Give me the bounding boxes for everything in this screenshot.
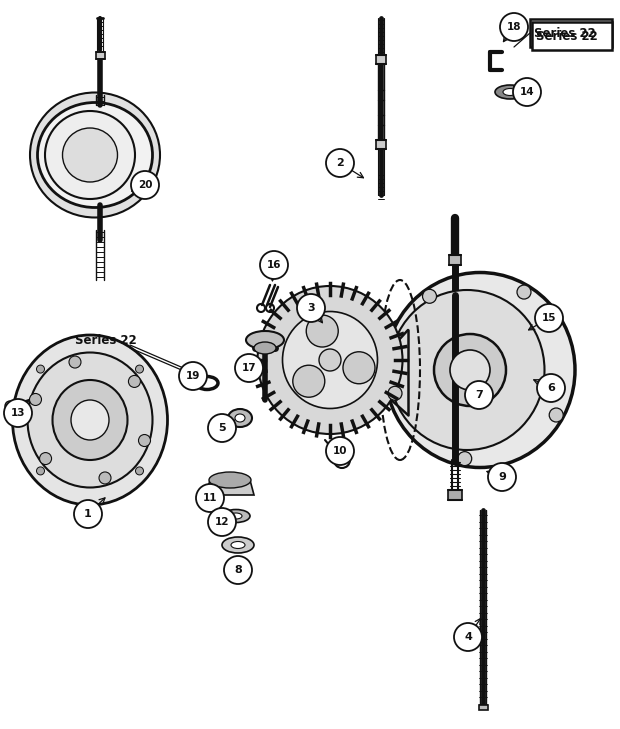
Text: 19: 19: [186, 371, 200, 381]
Ellipse shape: [293, 365, 325, 397]
Text: 20: 20: [138, 180, 153, 190]
Text: 8: 8: [234, 565, 242, 575]
Circle shape: [37, 467, 45, 475]
Bar: [96, 52, 105, 59]
Text: 13: 13: [11, 408, 25, 418]
Circle shape: [549, 408, 563, 422]
Circle shape: [537, 374, 565, 402]
Ellipse shape: [12, 335, 167, 505]
Ellipse shape: [222, 510, 250, 523]
Circle shape: [260, 251, 288, 279]
Ellipse shape: [503, 88, 517, 95]
Text: 15: 15: [542, 313, 556, 323]
Circle shape: [30, 394, 42, 405]
Ellipse shape: [230, 513, 242, 519]
Circle shape: [454, 623, 482, 651]
Circle shape: [5, 401, 15, 411]
Ellipse shape: [306, 315, 339, 347]
Ellipse shape: [209, 472, 251, 488]
Text: Series 22: Series 22: [75, 333, 137, 346]
Ellipse shape: [495, 85, 525, 99]
Circle shape: [208, 508, 236, 536]
Circle shape: [517, 285, 531, 299]
Polygon shape: [206, 480, 254, 495]
Text: 14: 14: [520, 87, 534, 97]
Circle shape: [535, 304, 563, 332]
Circle shape: [235, 354, 263, 382]
Circle shape: [69, 356, 81, 368]
Circle shape: [99, 472, 111, 484]
FancyBboxPatch shape: [530, 19, 612, 47]
Circle shape: [422, 289, 436, 303]
Circle shape: [136, 365, 143, 373]
Circle shape: [326, 437, 354, 465]
Circle shape: [500, 13, 528, 41]
Circle shape: [208, 414, 236, 442]
Circle shape: [37, 365, 45, 373]
Ellipse shape: [319, 349, 341, 371]
Text: 9: 9: [498, 472, 506, 482]
Circle shape: [326, 149, 354, 177]
Ellipse shape: [63, 128, 118, 182]
Text: 2: 2: [336, 158, 344, 168]
Circle shape: [131, 171, 159, 199]
Ellipse shape: [30, 93, 160, 217]
Ellipse shape: [235, 414, 245, 422]
Ellipse shape: [246, 331, 284, 349]
Text: 5: 5: [218, 423, 226, 433]
Text: Series 22: Series 22: [534, 26, 596, 39]
Text: 11: 11: [203, 493, 217, 503]
Ellipse shape: [231, 542, 245, 548]
Bar: [376, 55, 386, 64]
Bar: [376, 140, 386, 149]
Ellipse shape: [27, 353, 153, 488]
Text: 18: 18: [507, 22, 521, 32]
Circle shape: [458, 452, 472, 466]
Ellipse shape: [343, 352, 375, 383]
Text: 10: 10: [333, 446, 347, 456]
Circle shape: [297, 294, 325, 322]
Circle shape: [513, 78, 541, 106]
Circle shape: [224, 556, 252, 584]
Circle shape: [40, 453, 51, 464]
Circle shape: [138, 434, 151, 447]
Circle shape: [465, 381, 493, 409]
Circle shape: [4, 399, 32, 427]
Text: 12: 12: [215, 517, 229, 527]
Ellipse shape: [389, 290, 544, 450]
Ellipse shape: [283, 311, 378, 408]
Bar: [448, 490, 462, 500]
Circle shape: [388, 386, 402, 400]
Ellipse shape: [257, 286, 402, 434]
Ellipse shape: [37, 103, 153, 208]
Circle shape: [128, 375, 141, 387]
Ellipse shape: [254, 342, 276, 354]
Text: 3: 3: [307, 303, 315, 313]
Ellipse shape: [53, 380, 128, 460]
Circle shape: [179, 362, 207, 390]
Ellipse shape: [385, 273, 575, 467]
Text: Series 22: Series 22: [536, 29, 598, 42]
Text: 6: 6: [547, 383, 555, 393]
Ellipse shape: [45, 111, 135, 199]
Ellipse shape: [228, 409, 252, 427]
Circle shape: [196, 484, 224, 512]
Text: 17: 17: [242, 363, 256, 373]
Text: 16: 16: [267, 260, 281, 270]
Text: 1: 1: [84, 509, 92, 519]
Bar: [449, 255, 461, 265]
Circle shape: [74, 500, 102, 528]
Ellipse shape: [71, 400, 109, 440]
Bar: [479, 705, 488, 710]
Ellipse shape: [450, 350, 490, 390]
Circle shape: [488, 463, 516, 491]
Ellipse shape: [222, 537, 254, 553]
Text: 4: 4: [464, 632, 472, 642]
Circle shape: [136, 467, 143, 475]
Text: 7: 7: [475, 390, 483, 400]
FancyBboxPatch shape: [532, 22, 612, 50]
Ellipse shape: [434, 334, 506, 406]
